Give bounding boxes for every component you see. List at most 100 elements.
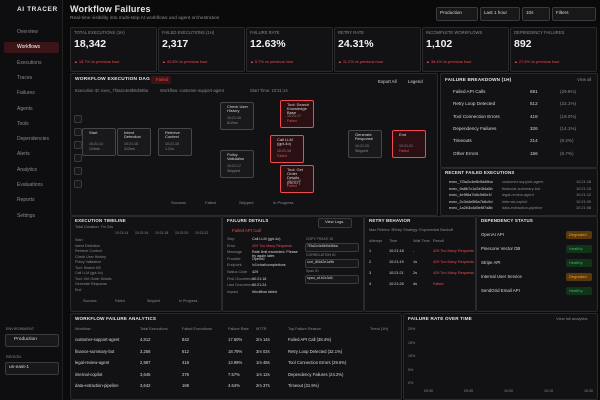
analytics-cell: legal-review-agent [75,360,110,365]
dag-node[interactable] [280,165,314,193]
kpi-card [158,27,245,72]
details-value: /v1/chat/completions [252,263,286,268]
kpi-card [334,27,421,72]
recent-workflow: customer-support-agent [502,179,544,184]
rate-action[interactable]: View full analytics [556,316,588,321]
region-select[interactable] [5,362,59,375]
dag-node[interactable] [82,128,116,156]
analytics-cell: 1m 12s [256,371,270,377]
nav-item[interactable]: Workflows [17,44,40,51]
retry-max: Max Retries: 5 [369,228,394,232]
retry-cell: 3 [369,271,372,275]
breakdown-pct: (18.0%) [560,113,577,119]
dag-node-meta: Failed [277,153,287,158]
timeline-row-label: Call LLM (gpt-4o) [75,271,103,275]
retry-cell: 429 Too Many Requests [433,260,474,264]
page-subtitle: Real-time visibility into multi-step AI … [70,16,220,21]
env-select[interactable] [5,334,59,347]
nav-item[interactable]: Overview [17,29,38,35]
details-id-value[interactable]: corr_8f4d2e1a9b [307,259,335,264]
details-id-label: CORRELATION ID [306,253,336,257]
nav-item[interactable]: Agents [17,105,33,112]
dag-action[interactable]: Legend [408,79,423,84]
control[interactable] [552,7,596,21]
control-label[interactable]: 10s [526,9,534,15]
rate-ytick: 5% [408,367,414,372]
kpi-value: 12.63% [250,38,286,50]
dag-node-time: 10:21:21 [399,143,413,148]
breakdown-action[interactable]: View all [577,77,592,82]
control-label[interactable]: Filters [556,9,569,15]
analytics-cell: 169 [182,383,189,388]
dag-title: WORKFLOW EXECUTION DAG [75,77,151,82]
kpi-card [246,27,333,72]
dag-node[interactable] [280,100,314,128]
nav-item[interactable]: Reports [17,197,35,204]
dag-node[interactable] [220,102,254,130]
timeline-row-label: Tool: Get Order Details [75,276,112,281]
dag-node[interactable] [158,128,192,156]
analytics-column: Trend (1H) [370,327,389,331]
details-id-value[interactable]: 7f3a2c4e8b9d46ba [307,243,338,248]
analytics-cell: Dependency Failures (24.2%) [288,371,344,377]
nav-item[interactable]: Tools [17,120,29,127]
dag-node-meta: Failed [399,148,409,153]
details-button[interactable] [318,218,352,228]
control-label[interactable]: Production [440,9,462,15]
page-title: Workflow Failures [70,4,151,14]
nav-item[interactable]: Analytics [17,166,38,173]
details-id-value[interactable]: span_a1b2c3d4 [307,275,333,280]
dag-action[interactable]: Export All [378,79,397,84]
kpi-label: RETRY RATE [338,30,365,35]
dag-node-time: 10:21:17 [287,113,301,118]
analytics-cell: 1m 48s [256,360,270,365]
region-label: REGION [6,355,21,359]
retry-cell: 1s [413,260,418,264]
nav-item[interactable]: Traces [17,74,33,81]
legend-label: Success [171,200,187,205]
dag-node[interactable] [270,135,304,163]
kpi-label: FAILED EXECUTIONS (1H) [162,30,215,35]
recent-id: exec_7f3a2c4e8b9d46ba [449,179,493,184]
control-label[interactable]: Last 1 hour [484,9,507,15]
nav-item[interactable]: Failures [17,90,35,97]
dag-tool[interactable] [74,167,82,175]
retry-cell: 429 Too Many Requests [433,249,474,253]
nav-item[interactable]: Dependencies [17,136,49,143]
analytics-cell: 4,812 [140,337,151,342]
control[interactable] [522,7,550,21]
dag-tool[interactable] [74,141,82,149]
analytics-cell: 612 [182,348,189,354]
dag-node[interactable] [348,130,382,158]
details-value: OpenAI [252,256,265,261]
dag-tool[interactable] [74,115,82,123]
nav-item[interactable]: Executions [17,59,42,66]
details-id-box [305,243,359,252]
kpi-value: 24.31% [338,38,374,50]
nav-item[interactable]: Alerts [17,151,30,158]
dag-node[interactable] [220,150,254,178]
dag-node-time: 10:21:15 [124,141,138,146]
dependency-status: Healthy [569,259,583,265]
dependency-status: Degraded [569,273,587,279]
dag-node[interactable] [392,130,426,158]
kpi-card [422,27,509,72]
dag-tool[interactable] [74,128,82,136]
nav-item[interactable]: Evaluations [17,182,43,188]
dag-node[interactable] [117,128,151,156]
control[interactable] [480,7,520,21]
dag-tool[interactable] [74,180,82,188]
nav-item[interactable]: Settings [17,212,36,219]
recent-time: 10:21:12 [576,192,592,198]
dag-tool[interactable] [74,154,82,162]
timeline-tick: 10:21:18 [155,231,169,235]
kpi-value: 1,102 [426,38,453,50]
breakdown-label: Failed API Calls [453,89,486,94]
analytics-cell: Timeout (31.5%) [288,383,319,388]
analytics-cell: Retry Loop Detected (32.1%) [288,348,343,354]
control[interactable] [436,7,478,21]
details-key: Error [227,243,236,248]
breakdown-count: 418 [530,113,538,119]
details-action[interactable]: View Logs [325,219,344,224]
recent-workflow: data-extraction-pipeline [502,205,543,211]
